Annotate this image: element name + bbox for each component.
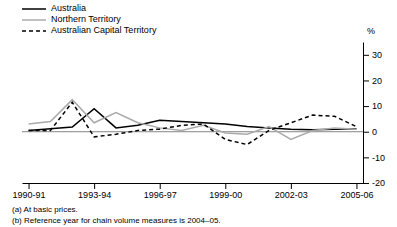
legend-item: Australian Capital Territory <box>22 25 157 35</box>
legend-label: Northern Territory <box>51 14 121 24</box>
x-tick-mark <box>356 183 357 189</box>
x-tick-mark <box>94 183 95 189</box>
y-axis: -20 -10 0 10 20 30 <box>363 43 385 189</box>
legend-item: Northern Territory <box>22 14 121 24</box>
y-tick-mark <box>363 157 369 158</box>
x-tick: 1996-97 <box>144 183 177 200</box>
y-tick-label: 0 <box>372 127 377 137</box>
footnote: (a) At basic prices. <box>12 205 78 214</box>
x-tick: 1993-94 <box>78 183 111 200</box>
legend-label: Australia <box>51 3 86 13</box>
x-tick-label: 1999-00 <box>209 190 242 200</box>
y-tick: 0 <box>363 127 377 137</box>
legend: AustraliaNorthern TerritoryAustralian Ca… <box>22 3 157 35</box>
x-tick: 2005-06 <box>340 183 373 200</box>
x-tick-label: 1990-91 <box>13 190 46 200</box>
x-tick: 1999-00 <box>209 183 242 200</box>
plot-lines <box>29 100 357 145</box>
x-tick-mark <box>160 183 161 189</box>
footnote: (b) Reference year for chain volume meas… <box>12 216 221 225</box>
legend-swatch <box>22 19 46 21</box>
legend-swatch <box>22 30 46 32</box>
x-axis: 1990-91 1993-94 1996-97 1999-00 2002-03 2005-… <box>13 183 374 200</box>
x-tick: 2002-03 <box>275 183 308 200</box>
y-tick: -20 <box>363 178 385 188</box>
legend-item: Australia <box>22 3 86 13</box>
y-axis-line <box>363 43 364 184</box>
y-tick: 20 <box>363 76 382 86</box>
y-tick-label: -10 <box>372 153 385 163</box>
x-tick-label: 1993-94 <box>78 190 111 200</box>
y-tick: 30 <box>363 50 382 60</box>
x-tick-label: 2005-06 <box>340 190 373 200</box>
y-tick-mark <box>363 132 369 133</box>
x-tick-label: 1996-97 <box>144 190 177 200</box>
x-tick-mark <box>225 183 226 189</box>
series-line <box>29 102 357 144</box>
x-tick-mark <box>291 183 292 189</box>
chart: 1990-91 1993-94 1996-97 1999-00 2002-03 2005-… <box>0 0 397 227</box>
y-tick-mark <box>363 55 369 56</box>
y-tick-mark <box>363 106 369 107</box>
y-axis-label: % <box>367 26 375 36</box>
x-tick-mark <box>29 183 30 189</box>
y-tick-label: 10 <box>372 101 382 111</box>
x-axis-line <box>23 183 364 184</box>
y-tick: -10 <box>363 153 385 163</box>
x-tick: 1990-91 <box>13 183 46 200</box>
series-line <box>29 100 357 140</box>
y-tick-label: 30 <box>372 50 382 60</box>
y-tick-label: -20 <box>372 178 385 188</box>
y-tick-mark <box>363 80 369 81</box>
legend-label: Australian Capital Territory <box>51 25 157 35</box>
y-tick: 10 <box>363 101 382 111</box>
y-tick-mark <box>363 183 369 184</box>
y-tick-label: 20 <box>372 76 382 86</box>
x-tick-label: 2002-03 <box>275 190 308 200</box>
legend-swatch <box>22 8 46 10</box>
